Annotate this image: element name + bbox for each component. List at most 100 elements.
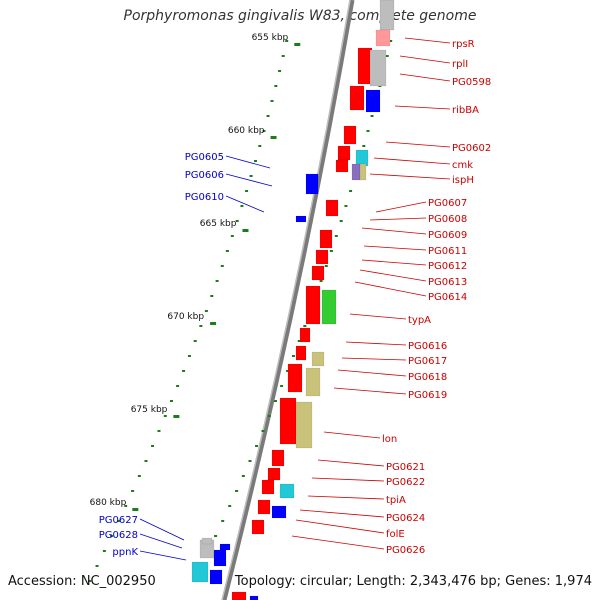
gene-feature: [311, 351, 325, 367]
minor-tick: [319, 280, 323, 282]
gene-feature: [251, 519, 265, 535]
minor-tick: [131, 490, 135, 492]
gene-label-pg0618: PG0618: [408, 372, 447, 383]
minor-tick: [214, 535, 218, 537]
minor-tick: [215, 280, 219, 282]
kbp-label: 670 kbp: [167, 312, 204, 322]
minor-tick: [274, 400, 277, 402]
kbp-label: 675 kbp: [131, 405, 168, 415]
minor-tick: [266, 115, 270, 117]
minor-tick: [157, 430, 161, 432]
label-connector: [363, 245, 427, 251]
genome-backbone-highlight: [221, 0, 351, 600]
minor-tick: [221, 520, 225, 522]
label-connector: [337, 369, 407, 377]
minor-tick: [182, 370, 186, 372]
minor-tick: [249, 175, 253, 177]
gene-label-fole: folE: [386, 529, 405, 540]
label-connector: [345, 341, 407, 346]
gene-label-cmk: cmk: [452, 160, 473, 171]
gene-feature: [321, 289, 337, 325]
gene-feature: [287, 363, 303, 393]
label-connector: [307, 495, 385, 500]
label-connector: [299, 509, 385, 518]
minor-tick: [297, 340, 301, 342]
gene-label-pg0606: PG0606: [185, 170, 224, 181]
gene-label-ppnk: ppnK: [112, 547, 138, 558]
genome-backbone: [221, 0, 355, 600]
minor-tick: [344, 205, 348, 207]
minor-tick: [144, 460, 148, 462]
gene-label-tpia: tpiA: [386, 495, 406, 506]
minor-tick: [163, 415, 167, 417]
minor-tick: [254, 160, 257, 162]
gene-label-pg0611: PG0611: [428, 246, 467, 257]
gene-feature: [369, 49, 387, 87]
gene-feature: [319, 229, 333, 249]
gene-label-rpsr: rpsR: [452, 39, 475, 50]
gene-feature: [299, 327, 311, 343]
gene-label-typa: typA: [408, 315, 431, 326]
minor-tick: [193, 340, 197, 342]
minor-tick: [329, 250, 333, 252]
label-connector: [295, 519, 385, 534]
gene-feature: [261, 479, 275, 495]
label-connector: [139, 533, 183, 549]
minor-tick: [285, 40, 289, 42]
gene-label-pg0622: PG0622: [386, 477, 425, 488]
label-connector: [369, 217, 427, 221]
gene-label-ribba: ribBA: [452, 105, 479, 116]
gene-label-rpli: rplI: [452, 59, 468, 70]
minor-tick: [255, 445, 259, 447]
gene-label-pg0602: PG0602: [452, 143, 491, 154]
gene-feature: [213, 549, 227, 567]
label-connector: [385, 141, 451, 148]
minor-tick: [334, 235, 338, 237]
gene-feature: [295, 345, 307, 361]
gene-feature: [295, 215, 307, 223]
label-connector: [373, 157, 451, 165]
label-connector: [369, 173, 451, 180]
kbp-tick: [173, 415, 180, 418]
minor-tick: [389, 40, 393, 42]
gene-label-pg0598: PG0598: [452, 77, 491, 88]
gene-feature: [355, 149, 369, 167]
minor-tick: [225, 250, 229, 252]
gene-feature: [337, 145, 351, 161]
minor-tick: [303, 325, 307, 327]
minor-tick: [261, 430, 265, 432]
gene-feature: [249, 595, 259, 600]
gene-label-pg0628: PG0628: [99, 530, 138, 541]
minor-tick: [117, 520, 121, 522]
summary-text: Topology: circular; Length: 2,343,476 bp…: [234, 574, 592, 589]
minor-tick: [137, 475, 141, 477]
minor-tick: [95, 565, 99, 567]
gene-feature: [305, 285, 321, 325]
gene-label-pg0621: PG0621: [386, 462, 425, 473]
gene-label-pg0617: PG0617: [408, 356, 447, 367]
gene-feature: [209, 569, 223, 585]
kbp-label: 680 kbp: [90, 498, 127, 508]
gene-label-pg0619: PG0619: [408, 390, 447, 401]
minor-tick: [235, 490, 239, 492]
minor-tick: [88, 580, 92, 582]
gene-feature: [343, 125, 357, 145]
gene-feature: [271, 449, 285, 467]
minor-tick: [187, 355, 191, 357]
kbp-tick: [294, 43, 301, 46]
kbp-label: 655 kbp: [252, 33, 289, 43]
gene-label-pg0605: PG0605: [185, 152, 224, 163]
gene-feature: [359, 163, 367, 181]
minor-tick: [370, 115, 374, 117]
gene-feature: [379, 0, 395, 31]
gene-feature: [201, 537, 213, 545]
gene-feature: [231, 591, 247, 600]
minor-tick: [267, 415, 271, 417]
label-connector: [311, 477, 385, 482]
gene-feature: [349, 85, 365, 111]
gene-feature: [295, 401, 313, 449]
label-connector: [349, 313, 407, 320]
minor-tick: [274, 85, 278, 87]
gene-feature: [271, 505, 287, 519]
